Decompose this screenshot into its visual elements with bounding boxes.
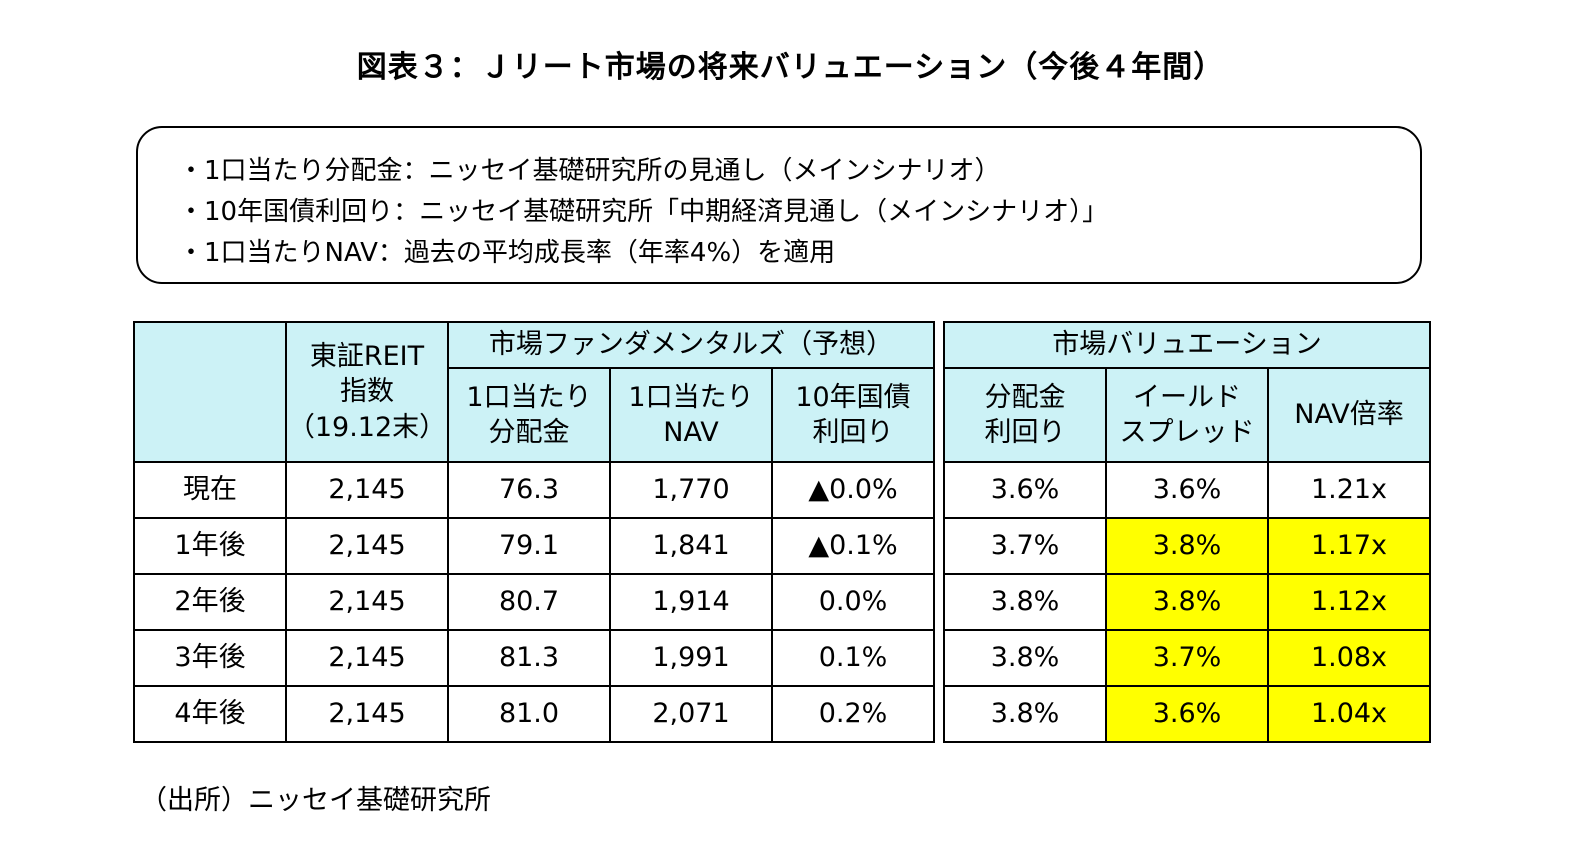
- index-cell: 2,145: [285, 517, 449, 575]
- index-cell: 2,145: [285, 629, 449, 687]
- index-cell: 2,145: [285, 573, 449, 631]
- dividend-cell: 76.3: [447, 461, 611, 519]
- chart-title: 図表３：Ｊリート市場の将来バリュエーション（今後４年間）: [356, 50, 1225, 85]
- spread-header: イールド スプレッド: [1119, 381, 1255, 448]
- spread-cell-highlighted: 3.8%: [1105, 573, 1269, 631]
- nav-cell: 2,071: [609, 685, 773, 743]
- nav-ratio-cell-highlighted: 1.04x: [1267, 685, 1431, 743]
- fundamentals-group-header: 市場ファンダメンタルズ（予想）: [488, 329, 894, 361]
- spread-header-cell: イールド スプレッド: [1105, 367, 1269, 463]
- corner-header-cell: [133, 321, 287, 463]
- index-header-cell: 東証REIT 指数 （19.12末）: [285, 321, 449, 463]
- source-note: （出所）ニッセイ基礎研究所: [140, 785, 491, 816]
- jgb-header: 10年国債 利回り: [795, 381, 911, 448]
- table-row: 3.8% 3.7% 1.08x: [943, 629, 1431, 687]
- dividend-header-cell: 1口当たり 分配金: [447, 367, 611, 463]
- valuation-table: 市場バリュエーション 分配金 利回り イールド スプレッド NAV倍率 3.6%…: [943, 321, 1431, 743]
- nav-cell: 1,770: [609, 461, 773, 519]
- table-row: 3.6% 3.6% 1.21x: [943, 461, 1431, 519]
- yield-cell: 3.8%: [943, 685, 1107, 743]
- row-label: 2年後: [133, 573, 287, 631]
- dividend-cell: 80.7: [447, 573, 611, 631]
- yield-header: 分配金 利回り: [984, 381, 1066, 448]
- nav-ratio-cell-highlighted: 1.12x: [1267, 573, 1431, 631]
- dividend-header: 1口当たり 分配金: [466, 381, 592, 448]
- valuation-group-header: 市場バリュエーション: [1052, 329, 1322, 361]
- nav-ratio-header: NAV倍率: [1294, 399, 1404, 431]
- nav-ratio-cell-highlighted: 1.08x: [1267, 629, 1431, 687]
- row-label: 現在: [133, 461, 287, 519]
- jgb-cell: ▲0.1%: [771, 517, 935, 575]
- nav-cell: 1,914: [609, 573, 773, 631]
- jgb-cell: 0.0%: [771, 573, 935, 631]
- table-row: 3.7% 3.8% 1.17x: [943, 517, 1431, 575]
- jgb-header-cell: 10年国債 利回り: [771, 367, 935, 463]
- yield-cell: 3.8%: [943, 573, 1107, 631]
- row-label: 3年後: [133, 629, 287, 687]
- nav-header-cell: 1口当たり NAV: [609, 367, 773, 463]
- table-row: 2年後 2,145 80.7 1,914 0.0%: [133, 573, 935, 631]
- jgb-cell: 0.1%: [771, 629, 935, 687]
- dividend-cell: 81.3: [447, 629, 611, 687]
- spread-cell: 3.6%: [1105, 461, 1269, 519]
- yield-cell: 3.6%: [943, 461, 1107, 519]
- nav-cell: 1,991: [609, 629, 773, 687]
- table-row: 4年後 2,145 81.0 2,071 0.2%: [133, 685, 935, 743]
- assumptions-box: ・1口当たり分配金：ニッセイ基礎研究所の見通し（メインシナリオ） ・10年国債利…: [136, 126, 1422, 284]
- fundamentals-table: 東証REIT 指数 （19.12末） 市場ファンダメンタルズ（予想） 1口当たり…: [133, 321, 935, 743]
- note-jgb: ・10年国債利回り：ニッセイ基礎研究所「中期経済見通し（メインシナリオ）」: [178, 197, 1109, 227]
- nav-cell: 1,841: [609, 517, 773, 575]
- table-row: 3.8% 3.8% 1.12x: [943, 573, 1431, 631]
- spread-cell-highlighted: 3.6%: [1105, 685, 1269, 743]
- index-header: 東証REIT 指数 （19.12末）: [287, 341, 447, 443]
- index-cell: 2,145: [285, 461, 449, 519]
- nav-header: 1口当たり NAV: [628, 381, 754, 448]
- index-cell: 2,145: [285, 685, 449, 743]
- note-nav: ・1口当たりNAV：過去の平均成長率（年率4%）を適用: [178, 238, 836, 268]
- table-row: 現在 2,145 76.3 1,770 ▲0.0%: [133, 461, 935, 519]
- yield-cell: 3.8%: [943, 629, 1107, 687]
- nav-ratio-header-cell: NAV倍率: [1267, 367, 1431, 463]
- table-row: 1年後 2,145 79.1 1,841 ▲0.1%: [133, 517, 935, 575]
- dividend-cell: 79.1: [447, 517, 611, 575]
- table-row: 3年後 2,145 81.3 1,991 0.1%: [133, 629, 935, 687]
- yield-cell: 3.7%: [943, 517, 1107, 575]
- jgb-cell: 0.2%: [771, 685, 935, 743]
- yield-header-cell: 分配金 利回り: [943, 367, 1107, 463]
- nav-ratio-cell: 1.21x: [1267, 461, 1431, 519]
- note-dividend: ・1口当たり分配金：ニッセイ基礎研究所の見通し（メインシナリオ）: [178, 156, 1001, 186]
- table-row: 3.8% 3.6% 1.04x: [943, 685, 1431, 743]
- spread-cell-highlighted: 3.8%: [1105, 517, 1269, 575]
- row-label: 4年後: [133, 685, 287, 743]
- fundamentals-group-header-cell: 市場ファンダメンタルズ（予想）: [447, 321, 935, 369]
- jgb-cell: ▲0.0%: [771, 461, 935, 519]
- row-label: 1年後: [133, 517, 287, 575]
- spread-cell-highlighted: 3.7%: [1105, 629, 1269, 687]
- valuation-group-header-cell: 市場バリュエーション: [943, 321, 1431, 369]
- dividend-cell: 81.0: [447, 685, 611, 743]
- nav-ratio-cell-highlighted: 1.17x: [1267, 517, 1431, 575]
